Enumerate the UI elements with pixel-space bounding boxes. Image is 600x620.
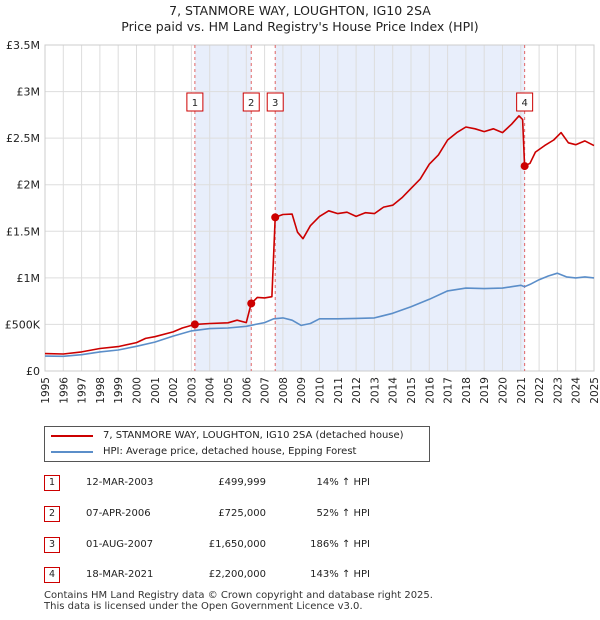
x-tick-label: 2003 <box>186 377 198 404</box>
y-tick-label: £1.5M <box>6 225 40 238</box>
x-tick-label: 2000 <box>132 377 144 404</box>
x-tick-label: 2022 <box>534 377 546 404</box>
y-tick-label: £2M <box>17 179 41 192</box>
x-tick-label: 2008 <box>278 377 290 404</box>
x-tick-label: 2005 <box>223 377 235 404</box>
transaction-hpi: 143% ↑ HPI <box>310 569 370 580</box>
sale-marker-label: 3 <box>272 98 278 109</box>
transaction-price: £499,999 <box>218 477 266 488</box>
x-tick-label: 1998 <box>95 377 107 404</box>
x-tick-label: 2024 <box>571 377 583 404</box>
transaction-date: 07-APR-2006 <box>86 508 151 519</box>
transaction-number: 1 <box>44 475 60 491</box>
x-tick-label: 1995 <box>40 377 52 404</box>
x-tick-label: 2007 <box>260 377 272 404</box>
x-tick-label: 2001 <box>150 377 162 404</box>
x-tick-label: 2013 <box>369 377 381 404</box>
price-chart: £0 £500K £1M £1.5M £2M £2.5M £3M £3.5M 1995 1996 1… <box>5 39 600 404</box>
x-tick-label: 2002 <box>168 377 180 404</box>
sale-marker-box <box>242 92 260 112</box>
property-price-line <box>44 115 595 355</box>
plot-frame <box>44 44 595 372</box>
sale-marker-label: 1 <box>192 98 198 109</box>
transaction-price: £1,650,000 <box>208 539 266 550</box>
y-tick-label: £2.5M <box>6 132 40 145</box>
shaded-period <box>194 45 252 371</box>
transaction-row: 2 07-APR-2006 £725,000 52% ↑ HPI <box>0 506 600 526</box>
transaction-hpi: 52% ↑ HPI <box>316 508 370 519</box>
chart-title: 7, STANMORE WAY, LOUGHTON, IG10 2SA <box>169 3 431 18</box>
x-tick-label: 2016 <box>424 377 436 404</box>
y-tick-label: £3M <box>17 86 41 99</box>
x-tick-label: 2009 <box>296 377 308 404</box>
x-tick-label: 2023 <box>552 377 564 404</box>
x-tick-label: 2019 <box>479 377 491 404</box>
transaction-number: 3 <box>44 537 60 553</box>
x-tick-label: 1997 <box>77 377 89 404</box>
x-tick-label: 2017 <box>443 377 455 404</box>
x-tick-label: 2015 <box>406 377 418 404</box>
sale-marker-box <box>186 92 204 112</box>
x-tick-label: 2011 <box>333 377 345 404</box>
hpi-line <box>44 272 595 358</box>
transaction-hpi: 14% ↑ HPI <box>316 477 370 488</box>
legend: 7, STANMORE WAY, LOUGHTON, IG10 2SA (det… <box>44 426 430 462</box>
footer: Contains HM Land Registry data © Crown c… <box>44 590 433 612</box>
sale-point <box>190 320 199 329</box>
x-tick-label: 2010 <box>315 377 327 404</box>
transaction-price: £725,000 <box>218 508 266 519</box>
transaction-number: 4 <box>44 567 60 583</box>
y-tick-label: £1M <box>17 272 41 285</box>
legend-swatch-property <box>51 435 93 437</box>
sale-point <box>247 299 256 308</box>
x-tick-label: 2006 <box>241 377 253 404</box>
x-tick-label: 1996 <box>58 377 70 404</box>
sale-marker-box <box>266 92 284 112</box>
transaction-date: 12-MAR-2003 <box>86 477 154 488</box>
transaction-hpi: 186% ↑ HPI <box>310 539 370 550</box>
transaction-number: 2 <box>44 506 60 522</box>
sale-point <box>520 162 529 171</box>
sale-marker-label: 2 <box>248 98 254 109</box>
x-tick-label: 2004 <box>205 377 217 404</box>
transaction-date: 18-MAR-2021 <box>86 569 154 580</box>
transaction-row: 4 18-MAR-2021 £2,200,000 143% ↑ HPI <box>0 567 600 587</box>
x-tick-label: 2025 <box>589 377 600 404</box>
transaction-date: 01-AUG-2007 <box>86 539 154 550</box>
chart-subtitle: Price paid vs. HM Land Registry's House … <box>121 19 479 34</box>
legend-label-property: 7, STANMORE WAY, LOUGHTON, IG10 2SA (det… <box>103 430 404 441</box>
x-tick-label: 2012 <box>351 377 363 404</box>
x-tick-label: 1999 <box>113 377 125 404</box>
transaction-row: 3 01-AUG-2007 £1,650,000 186% ↑ HPI <box>0 537 600 557</box>
transaction-price: £2,200,000 <box>208 569 266 580</box>
sale-point <box>271 213 280 222</box>
shaded-period <box>275 45 525 371</box>
y-tick-label: £500K <box>5 318 41 331</box>
legend-label-hpi: HPI: Average price, detached house, Eppi… <box>103 446 357 457</box>
footer-licence: This data is licensed under the Open Gov… <box>44 601 363 612</box>
transaction-row: 1 12-MAR-2003 £499,999 14% ↑ HPI <box>0 475 600 495</box>
legend-swatch-hpi <box>51 451 93 453</box>
sale-marker-label: 4 <box>521 98 527 109</box>
sale-marker-box <box>516 92 534 112</box>
x-tick-label: 2021 <box>516 377 528 404</box>
x-tick-label: 2018 <box>461 377 473 404</box>
x-tick-label: 2014 <box>388 377 400 404</box>
y-tick-label: £3.5M <box>6 39 40 52</box>
y-tick-label: £0 <box>26 365 40 378</box>
x-tick-label: 2020 <box>498 377 510 404</box>
footer-copyright: Contains HM Land Registry data © Crown c… <box>44 590 433 601</box>
